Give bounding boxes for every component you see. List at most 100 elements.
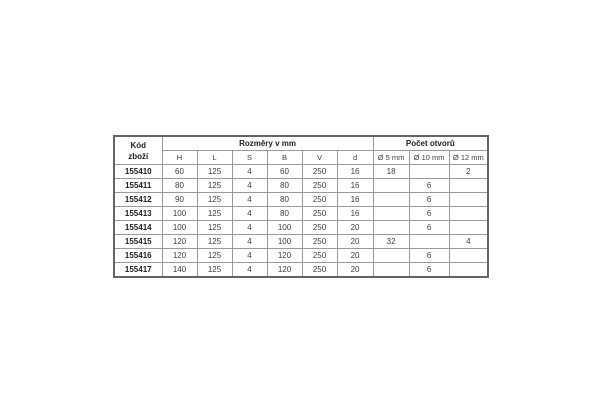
product-code-header-line1: Kód: [130, 140, 147, 150]
column-header: Ø 12 mm: [448, 150, 489, 165]
column-header: B: [266, 150, 303, 165]
value-cell: 100: [266, 220, 303, 235]
value-cell: 4: [231, 164, 268, 179]
value-cell: 250: [301, 248, 338, 263]
value-cell: 125: [196, 164, 233, 179]
value-cell: [408, 164, 450, 179]
value-cell: 6: [408, 262, 450, 278]
column-header: Ø 10 mm: [408, 150, 450, 165]
value-cell: 120: [266, 248, 303, 263]
table-row: 155414 100 125 4 100 250 20 6: [113, 220, 489, 235]
value-cell: 16: [336, 178, 374, 193]
value-cell: 4: [231, 192, 268, 207]
value-cell: 4: [231, 178, 268, 193]
value-cell: 120: [161, 234, 198, 249]
value-cell: [372, 262, 410, 278]
value-cell: 120: [266, 262, 303, 278]
value-cell: [448, 206, 489, 221]
value-cell: [408, 234, 450, 249]
value-cell: 80: [161, 178, 198, 193]
value-cell: 125: [196, 206, 233, 221]
table-row: 155411 80 125 4 80 250 16 6: [113, 178, 489, 193]
value-cell: 4: [231, 220, 268, 235]
value-cell: 4: [231, 262, 268, 278]
value-cell: 20: [336, 220, 374, 235]
value-cell: 6: [408, 192, 450, 207]
value-cell: 4: [231, 234, 268, 249]
value-cell: 140: [161, 262, 198, 278]
product-code-cell: 155417: [113, 262, 163, 278]
value-cell: 100: [161, 206, 198, 221]
value-cell: 80: [266, 192, 303, 207]
value-cell: 20: [336, 234, 374, 249]
value-cell: 250: [301, 206, 338, 221]
value-cell: [372, 248, 410, 263]
value-cell: 80: [266, 206, 303, 221]
value-cell: 4: [448, 234, 489, 249]
value-cell: 125: [196, 248, 233, 263]
value-cell: 4: [231, 206, 268, 221]
value-cell: 90: [161, 192, 198, 207]
value-cell: 250: [301, 234, 338, 249]
product-code-cell: 155413: [113, 206, 163, 221]
column-header: V: [301, 150, 338, 165]
value-cell: 20: [336, 262, 374, 278]
value-cell: [448, 262, 489, 278]
value-cell: 250: [301, 192, 338, 207]
value-cell: 100: [266, 234, 303, 249]
product-code-header: Kód zboží: [113, 135, 163, 165]
value-cell: 4: [231, 248, 268, 263]
value-cell: [372, 206, 410, 221]
product-code-cell: 155412: [113, 192, 163, 207]
table-row: 155416 120 125 4 120 250 20 6: [113, 248, 489, 263]
value-cell: 32: [372, 234, 410, 249]
value-cell: [372, 178, 410, 193]
value-cell: 20: [336, 248, 374, 263]
value-cell: 100: [161, 220, 198, 235]
value-cell: 18: [372, 164, 410, 179]
holes-group-header: Počet otvorů: [372, 135, 489, 151]
column-header: d: [336, 150, 374, 165]
table-row: 155410 60 125 4 60 250 16 18 2: [113, 164, 489, 179]
value-cell: 16: [336, 192, 374, 207]
value-cell: 80: [266, 178, 303, 193]
value-cell: 16: [336, 164, 374, 179]
value-cell: [448, 192, 489, 207]
table-row: 155412 90 125 4 80 250 16 6: [113, 192, 489, 207]
product-code-cell: 155410: [113, 164, 163, 179]
value-cell: 120: [161, 248, 198, 263]
value-cell: 125: [196, 220, 233, 235]
value-cell: 60: [266, 164, 303, 179]
value-cell: 6: [408, 248, 450, 263]
value-cell: [372, 192, 410, 207]
value-cell: [448, 178, 489, 193]
value-cell: 250: [301, 262, 338, 278]
header-row-groups: Kód zboží Rozměry v mm Počet otvorů: [113, 135, 489, 165]
value-cell: 6: [408, 220, 450, 235]
product-code-cell: 155411: [113, 178, 163, 193]
value-cell: 250: [301, 178, 338, 193]
value-cell: 60: [161, 164, 198, 179]
dimensions-group-header: Rozměry v mm: [161, 135, 374, 151]
value-cell: 2: [448, 164, 489, 179]
value-cell: [372, 220, 410, 235]
column-header: S: [231, 150, 268, 165]
product-code-header-line2: zboží: [128, 151, 149, 161]
column-header: H: [161, 150, 198, 165]
column-header: Ø 5 mm: [372, 150, 410, 165]
value-cell: 250: [301, 220, 338, 235]
value-cell: 6: [408, 206, 450, 221]
value-cell: 125: [196, 192, 233, 207]
value-cell: 125: [196, 262, 233, 278]
table-row: 155415 120 125 4 100 250 20 32 4: [113, 234, 489, 249]
column-header: L: [196, 150, 233, 165]
table-row: 155417 140 125 4 120 250 20 6: [113, 262, 489, 278]
value-cell: 6: [408, 178, 450, 193]
value-cell: [448, 248, 489, 263]
table-body: 155410 60 125 4 60 250 16 18 2 155411 80 125 4 80 250 1…: [113, 164, 489, 278]
product-code-cell: 155416: [113, 248, 163, 263]
